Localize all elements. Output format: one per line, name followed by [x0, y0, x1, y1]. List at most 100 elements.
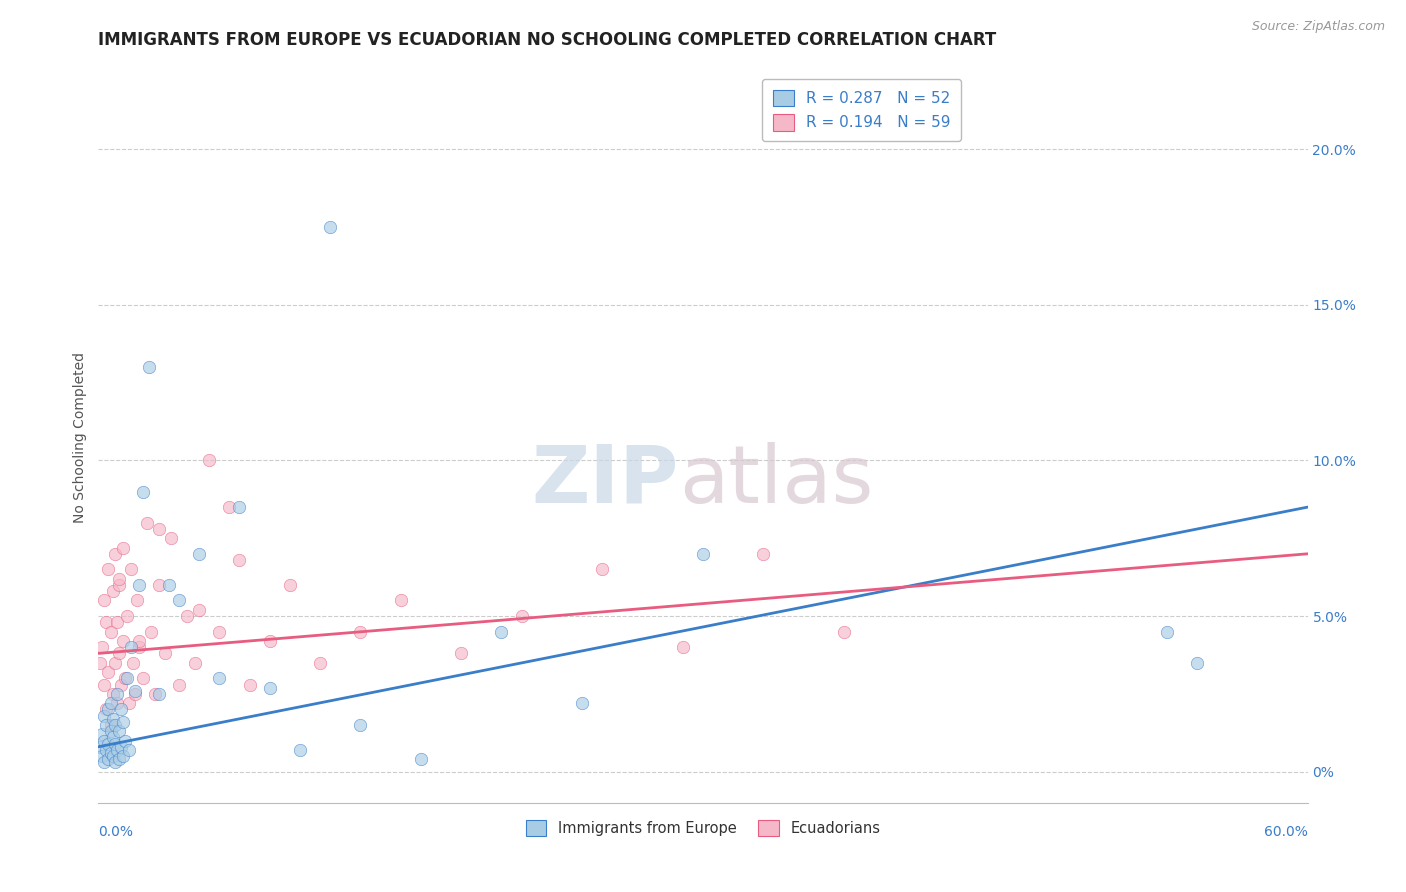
- Point: [349, 624, 371, 639]
- Point: [93, 593, 115, 607]
- Point: [111, 634, 134, 648]
- Point: [571, 696, 593, 710]
- Point: [105, 696, 128, 710]
- Point: [97, 702, 120, 716]
- Point: [692, 547, 714, 561]
- Point: [115, 671, 138, 685]
- Point: [228, 553, 250, 567]
- Point: [672, 640, 695, 655]
- Point: [110, 739, 132, 754]
- Point: [114, 733, 136, 747]
- Point: [1156, 624, 1178, 639]
- Point: [208, 671, 231, 685]
- Point: [93, 677, 115, 691]
- Point: [103, 656, 125, 670]
- Point: [118, 743, 141, 757]
- Point: [128, 578, 150, 592]
- Point: [105, 615, 128, 630]
- Point: [160, 531, 183, 545]
- Point: [309, 656, 332, 670]
- Point: [491, 624, 513, 639]
- Point: [107, 647, 129, 661]
- Point: [218, 500, 240, 515]
- Point: [752, 547, 775, 561]
- Point: [118, 696, 141, 710]
- Point: [114, 671, 136, 685]
- Point: [101, 749, 124, 764]
- Point: [278, 578, 301, 592]
- Text: atlas: atlas: [679, 442, 873, 520]
- Point: [259, 681, 281, 695]
- Point: [138, 359, 160, 374]
- Point: [143, 687, 166, 701]
- Point: [208, 624, 231, 639]
- Point: [148, 687, 170, 701]
- Point: [105, 687, 128, 701]
- Point: [832, 624, 855, 639]
- Point: [259, 634, 281, 648]
- Point: [107, 578, 129, 592]
- Point: [184, 656, 207, 670]
- Point: [128, 640, 150, 655]
- Point: [591, 562, 613, 576]
- Legend: Immigrants from Europe, Ecuadorians: Immigrants from Europe, Ecuadorians: [519, 813, 887, 843]
- Point: [100, 624, 122, 639]
- Point: [167, 593, 190, 607]
- Text: 0.0%: 0.0%: [98, 825, 134, 838]
- Point: [103, 547, 125, 561]
- Text: ZIP: ZIP: [531, 442, 679, 520]
- Point: [97, 562, 120, 576]
- Point: [96, 702, 118, 716]
- Point: [89, 656, 111, 670]
- Point: [167, 677, 190, 691]
- Point: [111, 714, 134, 729]
- Point: [91, 749, 114, 764]
- Point: [96, 718, 118, 732]
- Point: [349, 718, 371, 732]
- Point: [103, 718, 125, 732]
- Point: [107, 724, 129, 739]
- Point: [93, 756, 115, 770]
- Point: [100, 724, 122, 739]
- Point: [120, 640, 142, 655]
- Point: [1185, 656, 1208, 670]
- Point: [93, 708, 115, 723]
- Point: [96, 615, 118, 630]
- Point: [148, 522, 170, 536]
- Point: [124, 683, 146, 698]
- Point: [288, 743, 311, 757]
- Point: [103, 737, 125, 751]
- Point: [101, 712, 124, 726]
- Point: [188, 603, 211, 617]
- Point: [239, 677, 262, 691]
- Point: [510, 609, 533, 624]
- Point: [319, 219, 342, 234]
- Point: [103, 756, 125, 770]
- Text: Source: ZipAtlas.com: Source: ZipAtlas.com: [1251, 20, 1385, 33]
- Point: [157, 578, 180, 592]
- Point: [110, 677, 132, 691]
- Point: [198, 453, 221, 467]
- Point: [409, 752, 432, 766]
- Point: [121, 656, 143, 670]
- Point: [120, 562, 142, 576]
- Point: [89, 739, 111, 754]
- Point: [100, 718, 122, 732]
- Point: [128, 634, 150, 648]
- Point: [115, 609, 138, 624]
- Point: [132, 484, 155, 499]
- Text: IMMIGRANTS FROM EUROPE VS ECUADORIAN NO SCHOOLING COMPLETED CORRELATION CHART: IMMIGRANTS FROM EUROPE VS ECUADORIAN NO …: [98, 31, 997, 49]
- Point: [100, 746, 122, 760]
- Point: [124, 687, 146, 701]
- Point: [101, 584, 124, 599]
- Point: [91, 640, 114, 655]
- Point: [188, 547, 211, 561]
- Point: [125, 593, 148, 607]
- Point: [101, 731, 124, 745]
- Point: [176, 609, 198, 624]
- Y-axis label: No Schooling Completed: No Schooling Completed: [73, 351, 87, 523]
- Point: [450, 647, 472, 661]
- Point: [97, 752, 120, 766]
- Point: [100, 696, 122, 710]
- Point: [148, 578, 170, 592]
